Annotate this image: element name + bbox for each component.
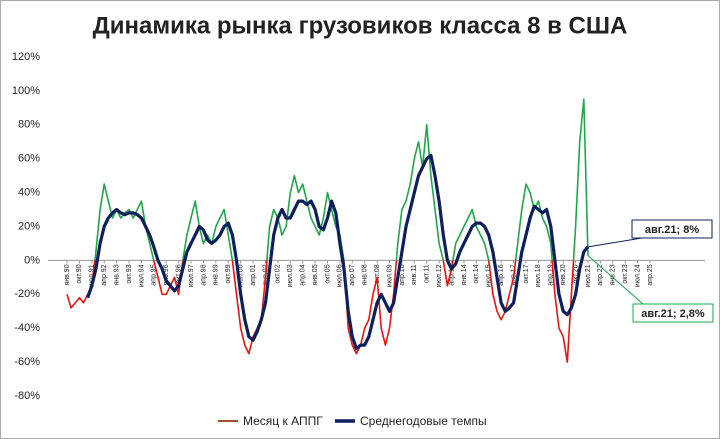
x-tick-label: окт.17 — [523, 264, 530, 283]
series-line — [66, 98, 589, 363]
x-tick-label: июл.12 — [436, 264, 443, 287]
x-tick-label: апр.01 — [250, 264, 257, 285]
x-tick-label: июл.18 — [535, 264, 542, 287]
y-tick-label: 80% — [18, 119, 40, 131]
y-tick-label: -80% — [14, 390, 40, 402]
x-tick-label: апр.92 — [101, 264, 108, 285]
x-tick-label: июл.03 — [287, 264, 294, 287]
x-tick-label: янв.05 — [312, 264, 319, 285]
x-tick-label: янв.90 — [64, 264, 71, 285]
x-tick-label: апр.25 — [647, 264, 654, 285]
x-tick-label: июл.97 — [188, 264, 195, 287]
x-tick-label: апр.19 — [548, 264, 555, 285]
x-tick-label: окт.20 — [572, 264, 579, 283]
x-tick-label: янв.20 — [560, 264, 567, 285]
x-tick-label: апр.13 — [448, 264, 455, 285]
x-tick-label: окт.11 — [424, 264, 431, 283]
x-tick-label: окт.08 — [374, 264, 381, 283]
x-tick-label: окт.90 — [76, 264, 83, 283]
y-tick-label: 120% — [12, 51, 40, 63]
x-tick-label: янв.14 — [461, 264, 468, 285]
x-tick-label: окт.99 — [225, 264, 232, 283]
x-tick-label: июл.06 — [337, 264, 344, 287]
annotation-box — [631, 219, 713, 239]
x-tick-label: апр.22 — [597, 264, 604, 285]
x-tick-label: апр.16 — [498, 264, 505, 285]
x-tick-label: апр.95 — [151, 264, 158, 285]
y-tick-label: 20% — [18, 220, 40, 232]
x-tick-label: апр.07 — [349, 264, 356, 285]
x-tick-label: янв.23 — [610, 264, 617, 285]
x-tick-label: июл.24 — [634, 264, 641, 287]
x-tick-label: июл.21 — [585, 264, 592, 287]
x-tick-label: апр.98 — [200, 264, 207, 285]
x-tick-label: янв.11 — [411, 264, 418, 285]
y-tick-label: 60% — [18, 153, 40, 165]
y-tick-label: 40% — [18, 187, 40, 199]
y-tick-label: 100% — [12, 85, 40, 97]
y-tick-label: -20% — [14, 288, 40, 300]
x-tick-label: окт.02 — [275, 264, 282, 283]
y-tick-label: -40% — [14, 322, 40, 334]
annotation-leader — [587, 255, 644, 305]
legend-label: Месяц к АППГ — [243, 414, 323, 428]
annotation-text: авг.21; 2,8% — [641, 308, 705, 320]
x-tick-label: янв.99 — [213, 264, 220, 285]
x-tick-label: окт.14 — [473, 264, 480, 283]
annotation-box — [632, 303, 714, 323]
y-tick-label: 0% — [24, 254, 40, 266]
y-tick-label: -60% — [14, 356, 40, 368]
x-tick-label: янв.96 — [163, 264, 170, 285]
annotation-leader — [587, 237, 643, 248]
chart-title: Динамика рынка грузовиков класса 8 в США — [93, 12, 628, 39]
x-tick-label: окт.96 — [175, 264, 182, 283]
x-tick-label: янв.08 — [362, 264, 369, 285]
x-tick-label: окт.05 — [324, 264, 331, 283]
annotation-text: авг.21; 8% — [645, 224, 699, 236]
x-tick-label: янв.93 — [113, 264, 120, 285]
x-tick-label: апр.10 — [399, 264, 406, 285]
x-tick-label: окт.23 — [622, 264, 629, 283]
x-tick-label: апр.04 — [300, 264, 307, 285]
x-tick-label: июл.09 — [386, 264, 393, 287]
x-tick-label: июл.00 — [238, 264, 245, 287]
legend-label: Среднегодовые темпы — [360, 414, 487, 428]
x-tick-label: июл.91 — [89, 264, 96, 287]
x-tick-label: окт.93 — [126, 264, 133, 283]
series-line — [86, 153, 590, 351]
x-tick-label: июл.94 — [138, 264, 145, 287]
x-tick-label: июл.15 — [486, 264, 493, 287]
